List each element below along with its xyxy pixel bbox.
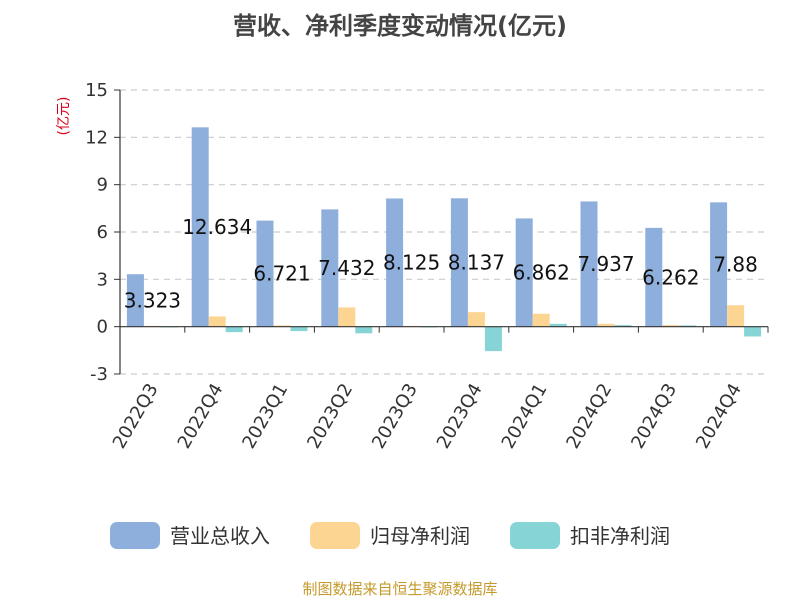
bar-2022Q3-营业总收入 — [126, 274, 144, 327]
bar-2024Q4-营业总收入 — [710, 202, 728, 327]
bar-2022Q4-扣非净利润 — [225, 326, 243, 333]
data-label: 8.137 — [448, 250, 505, 274]
data-label: 7.432 — [318, 256, 375, 280]
y-tick-label: -3 — [90, 364, 108, 385]
y-tick-label: 12 — [85, 127, 108, 148]
legend-label-营业总收入: 营业总收入 — [170, 524, 270, 548]
legend-label-归母净利润: 归母净利润 — [370, 524, 470, 548]
y-tick-label: 3 — [97, 269, 108, 290]
y-tick-label: 0 — [97, 317, 108, 338]
bar-2024Q1-归母净利润 — [532, 313, 550, 327]
data-label: 6.721 — [253, 262, 310, 286]
y-tick-label: 9 — [97, 175, 108, 196]
bar-2024Q2-归母净利润 — [597, 323, 615, 327]
legend-label-扣非净利润: 扣非净利润 — [570, 524, 670, 548]
chart-title: 营收、净利季度变动情况(亿元) — [233, 12, 567, 40]
y-tick-label: 6 — [97, 222, 108, 243]
data-label: 7.937 — [577, 252, 634, 276]
bar-2023Q1-扣非净利润 — [290, 326, 308, 332]
bar-2023Q3-营业总收入 — [386, 198, 404, 327]
bars — [126, 127, 762, 352]
bar-2023Q2-营业总收入 — [321, 209, 339, 327]
bar-2023Q1-归母净利润 — [273, 325, 291, 327]
y-unit-label: (亿元) — [56, 97, 72, 136]
bar-2024Q3-营业总收入 — [645, 227, 663, 327]
x-tick-label: 2024Q2 — [562, 380, 616, 452]
x-tick-label: 2024Q4 — [692, 380, 746, 452]
data-label: 3.323 — [124, 288, 181, 312]
data-label: 12.634 — [182, 215, 252, 239]
bar-2024Q2-营业总收入 — [580, 201, 598, 327]
legend: 营业总收入 归母净利润 扣非净利润 — [110, 522, 670, 549]
bar-2024Q3-扣非净利润 — [679, 325, 697, 327]
data-label: 8.125 — [383, 251, 440, 275]
legend-swatch-扣非净利润 — [510, 522, 560, 549]
x-tick-label: 2023Q2 — [303, 380, 357, 452]
y-tick-label: 15 — [85, 80, 108, 101]
bar-2022Q4-营业总收入 — [191, 127, 209, 327]
bar-2024Q4-扣非净利润 — [744, 326, 762, 337]
source-note: 制图数据来自恒生聚源数据库 — [302, 580, 497, 598]
bar-2024Q3-归母净利润 — [662, 325, 680, 327]
x-tick-label: 2024Q3 — [627, 380, 681, 452]
bar-2023Q2-归母净利润 — [338, 307, 356, 327]
bar-2023Q2-扣非净利润 — [355, 326, 373, 334]
bar-2023Q1-营业总收入 — [256, 220, 274, 327]
y-axis-ticks: -3 0 3 6 9 12 15 — [85, 80, 120, 385]
x-tick-label: 2022Q3 — [109, 380, 163, 452]
x-tick-label: 2022Q4 — [174, 380, 228, 452]
legend-swatch-归母净利润 — [310, 522, 360, 549]
data-label: 6.262 — [642, 265, 699, 289]
bar-2022Q4-归母净利润 — [208, 316, 226, 327]
x-axis-ticks: 2022Q3 2022Q4 2023Q1 2023Q2 2023Q3 2023Q4 2024… — [109, 326, 769, 452]
bar-2023Q4-营业总收入 — [450, 198, 468, 327]
bar-2024Q2-扣非净利润 — [614, 325, 632, 327]
bar-2023Q4-归母净利润 — [467, 312, 485, 327]
bar-2024Q4-归母净利润 — [727, 305, 745, 327]
legend-swatch-营业总收入 — [110, 522, 160, 549]
x-tick-label: 2023Q3 — [368, 380, 422, 452]
x-tick-label: 2024Q1 — [498, 380, 552, 452]
bar-2023Q4-扣非净利润 — [484, 326, 502, 352]
x-tick-label: 2023Q4 — [433, 380, 487, 452]
data-label: 6.862 — [513, 261, 570, 285]
bar-2024Q1-营业总收入 — [515, 218, 533, 327]
bar-2024Q1-扣非净利润 — [549, 323, 567, 327]
data-label: 7.88 — [713, 253, 758, 277]
x-tick-label: 2023Q1 — [238, 380, 292, 452]
